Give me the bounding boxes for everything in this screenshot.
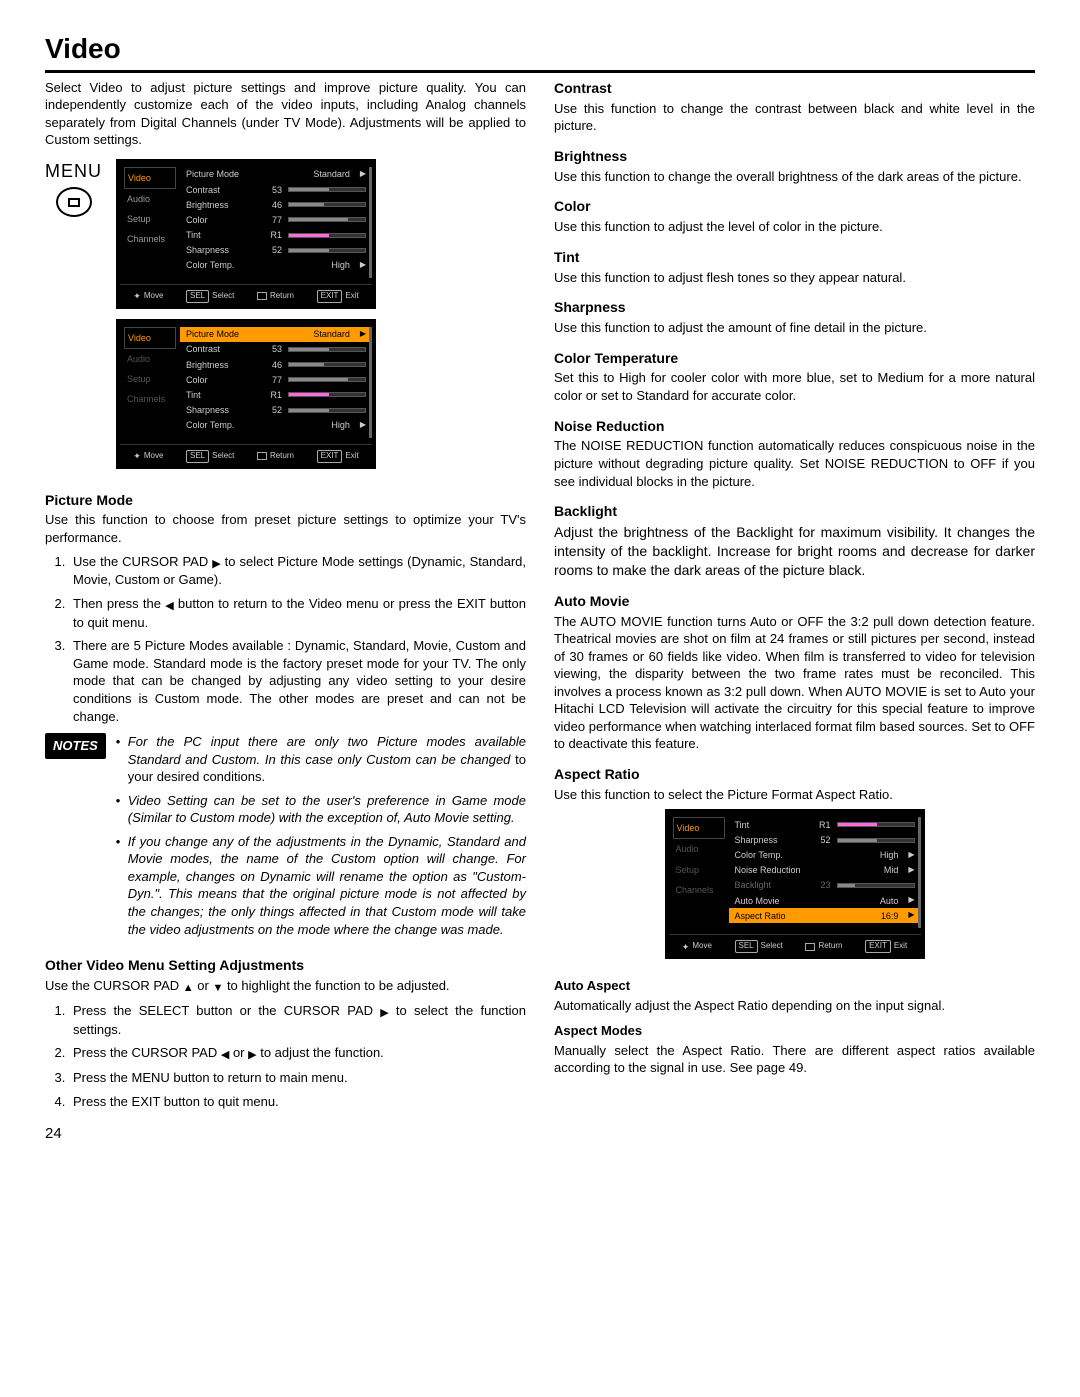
brightness-heading: Brightness [554,147,1035,166]
osd-setting-row: Contrast53 [180,342,372,357]
tint-heading: Tint [554,248,1035,267]
osd-setting-row: Brightness46 [180,197,372,212]
osd-setting-row: TintR1 [180,387,372,402]
osd-nav-item: Setup [673,860,725,880]
osd-setting-row: Aspect Ratio16:9▶ [729,908,921,923]
osd-setting-row: Color Temp.High▶ [180,258,372,273]
osd-nav-item: Channels [124,389,176,409]
tint-text: Use this function to adjust flesh tones … [554,269,1035,287]
contrast-heading: Contrast [554,79,1035,98]
osd-nav-item: Audio [124,349,176,369]
noise-reduction-text: The NOISE REDUCTION function automatical… [554,437,1035,490]
sharpness-heading: Sharpness [554,298,1035,317]
note-text: Video Setting can be set to the user's p… [116,792,526,827]
aspectmodes-text: Manually select the Aspect Ratio. There … [554,1042,1035,1077]
osd-setting-row: Color Temp.High▶ [180,418,372,433]
other-steps: Press the SELECT button or the CURSOR PA… [45,1002,526,1110]
sharpness-text: Use this function to adjust the amount o… [554,319,1035,337]
osd-setting-row: TintR1 [729,817,921,832]
osd-nav-item: Audio [673,839,725,859]
aspectratio-text: Use this function to select the Picture … [554,786,1035,804]
picture-mode-heading: Picture Mode [45,491,526,510]
osd-nav-item: Video [673,817,725,839]
osd-setting-row: Color Temp.High▶ [729,848,921,863]
osd-screenshot-2: VideoAudioSetupChannels Picture ModeStand… [116,319,376,469]
osd-footer: ✦ MoveSEL Select ReturnEXIT Exit [120,285,372,305]
osd-screenshot-1: VideoAudioSetupChannels Picture ModeStand… [116,159,376,309]
text: Use the CURSOR PAD [45,978,183,993]
text: to highlight the function to be adjusted… [223,978,449,993]
osd-setting-row: Sharpness52 [180,402,372,417]
right-triangle-icon: ▶ [380,1006,388,1021]
left-triangle-icon: ◀ [165,599,173,614]
right-triangle-icon: ▶ [248,1048,256,1063]
backlight-heading: Backlight [554,502,1035,521]
aspectmodes-heading: Aspect Modes [554,1022,1035,1040]
note-text: For the PC input there are only two Pict… [128,734,526,767]
osd-setting-row: Picture ModeStandard▶ [180,167,372,182]
menu-label: MENU [45,159,102,183]
osd-setting-row: Picture ModeStandard▶ [180,327,372,342]
osd-setting-row: Sharpness52 [729,832,921,847]
osd-nav-item: Channels [673,880,725,900]
step-text: Press the MENU button to return to main … [69,1069,526,1087]
osd-setting-row: Backlight23 [729,878,921,893]
menu-button-icon [56,187,92,217]
notes-list: For the PC input there are only two Pict… [116,733,526,944]
other-adjustments-text: Use the CURSOR PAD ▲ or ▼ to highlight t… [45,977,526,996]
contrast-text: Use this function to change the contrast… [554,100,1035,135]
automovie-heading: Auto Movie [554,592,1035,611]
step-text: Use the CURSOR PAD [73,554,212,569]
step-text: There are 5 Picture Modes available : Dy… [69,637,526,725]
osd-nav-item: Setup [124,209,176,229]
step-text: Press the CURSOR PAD [73,1045,221,1060]
intro-text: Select Video to adjust picture settings … [45,79,526,149]
notes-badge: NOTES [45,733,106,759]
step-text: Then press the [73,596,165,611]
osd-footer: ✦ MoveSEL Select ReturnEXIT Exit [669,935,921,955]
osd-nav-item: Channels [124,229,176,249]
osd-setting-row: Noise ReductionMid▶ [729,863,921,878]
picture-mode-text: Use this function to choose from preset … [45,511,526,546]
colortemp-text: Set this to High for cooler color with m… [554,369,1035,404]
step-text: Press the SELECT button or the CURSOR PA… [73,1003,380,1018]
page-title: Video [45,30,1035,73]
autoaspect-heading: Auto Aspect [554,977,1035,995]
autoaspect-text: Automatically adjust the Aspect Ratio de… [554,997,1035,1015]
osd-nav-item: Video [124,167,176,189]
note-text: If you change any of the adjustments in … [116,833,526,938]
osd-screenshot-3: VideoAudioSetupChannels TintR1Sharpness52… [665,809,925,959]
color-text: Use this function to adjust the level of… [554,218,1035,236]
text: or [194,978,213,993]
other-adjustments-heading: Other Video Menu Setting Adjustments [45,956,526,975]
osd-setting-row: Color77 [180,212,372,227]
osd-footer: ✦ MoveSEL Select ReturnEXIT Exit [120,445,372,465]
osd-setting-row: Brightness46 [180,357,372,372]
color-heading: Color [554,197,1035,216]
osd-setting-row: TintR1 [180,228,372,243]
step-text: Press the EXIT button to quit menu. [69,1093,526,1111]
down-triangle-icon: ▼ [212,981,223,996]
osd-nav-item: Setup [124,369,176,389]
step-text: or [229,1045,248,1060]
osd-setting-row: Auto MovieAuto▶ [729,893,921,908]
osd-setting-row: Sharpness52 [180,243,372,258]
menu-button-block: MENU [45,159,102,217]
backlight-text: Adjust the brightness of the Backlight f… [554,523,1035,580]
picture-mode-steps: Use the CURSOR PAD ▶ to select Picture M… [45,553,526,726]
up-triangle-icon: ▲ [183,981,194,996]
right-triangle-icon: ▶ [212,557,220,572]
aspectratio-heading: Aspect Ratio [554,765,1035,784]
osd-setting-row: Contrast53 [180,182,372,197]
page-number: 24 [45,1124,526,1144]
brightness-text: Use this function to change the overall … [554,168,1035,186]
osd-setting-row: Color77 [180,372,372,387]
step-text: to adjust the function. [257,1045,384,1060]
osd-nav-item: Video [124,327,176,349]
automovie-text: The AUTO MOVIE function turns Auto or OF… [554,613,1035,753]
colortemp-heading: Color Temperature [554,349,1035,368]
osd-nav-item: Audio [124,189,176,209]
noise-reduction-heading: Noise Reduction [554,417,1035,436]
